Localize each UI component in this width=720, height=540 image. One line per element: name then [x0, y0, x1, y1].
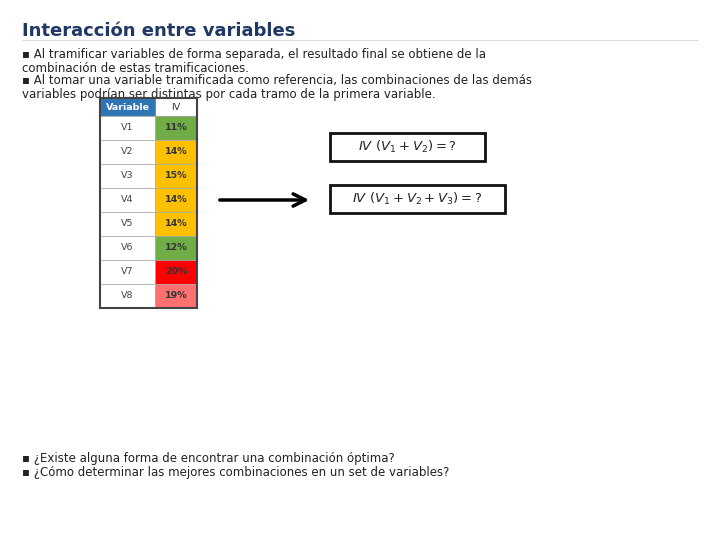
Bar — [155, 116, 197, 140]
Bar — [155, 164, 197, 188]
Text: ▪ Al tramificar variables de forma separada, el resultado final se obtiene de la: ▪ Al tramificar variables de forma separ… — [22, 48, 486, 61]
Text: 14%: 14% — [165, 195, 187, 205]
Text: V3: V3 — [121, 172, 134, 180]
Bar — [155, 140, 197, 164]
Text: $IV\ (V_1 + V_2 + V_3) = ?$: $IV\ (V_1 + V_2 + V_3) = ?$ — [352, 191, 482, 207]
Text: $IV\ (V_1 + V_2) = ?$: $IV\ (V_1 + V_2) = ?$ — [358, 139, 457, 155]
Text: 14%: 14% — [165, 219, 187, 228]
Bar — [155, 188, 197, 212]
Text: V8: V8 — [121, 292, 134, 300]
Text: V1: V1 — [121, 124, 134, 132]
Text: V6: V6 — [121, 244, 134, 253]
Bar — [100, 236, 155, 260]
Bar — [100, 284, 155, 308]
Bar — [100, 98, 197, 308]
Bar — [330, 133, 485, 161]
Text: V4: V4 — [121, 195, 134, 205]
Text: V5: V5 — [121, 219, 134, 228]
Text: Variable: Variable — [106, 103, 150, 111]
Bar — [155, 260, 197, 284]
Text: combinación de estas tramificaciones.: combinación de estas tramificaciones. — [22, 62, 249, 75]
Text: ▪ Al tomar una variable tramificada como referencia, las combinaciones de las de: ▪ Al tomar una variable tramificada como… — [22, 74, 532, 87]
Text: ▪ ¿Existe alguna forma de encontrar una combinación óptima?: ▪ ¿Existe alguna forma de encontrar una … — [22, 452, 395, 465]
Text: 12%: 12% — [165, 244, 187, 253]
Bar — [100, 98, 155, 116]
Text: ▪ ¿Cómo determinar las mejores combinaciones en un set de variables?: ▪ ¿Cómo determinar las mejores combinaci… — [22, 466, 449, 479]
Bar — [100, 140, 155, 164]
Bar — [330, 185, 505, 213]
Text: 14%: 14% — [165, 147, 187, 157]
Text: variables podrían ser distintas por cada tramo de la primera variable.: variables podrían ser distintas por cada… — [22, 88, 436, 101]
Bar — [100, 260, 155, 284]
Text: Interacción entre variables: Interacción entre variables — [22, 22, 295, 40]
Bar — [155, 236, 197, 260]
Text: 20%: 20% — [165, 267, 187, 276]
Text: 15%: 15% — [165, 172, 187, 180]
Text: V7: V7 — [121, 267, 134, 276]
Text: V2: V2 — [121, 147, 134, 157]
Bar — [100, 212, 155, 236]
Bar — [155, 212, 197, 236]
Bar — [155, 98, 197, 116]
Text: 19%: 19% — [165, 292, 187, 300]
Bar — [155, 284, 197, 308]
Bar — [100, 164, 155, 188]
Text: IV: IV — [171, 103, 181, 111]
Bar — [100, 116, 155, 140]
Text: 11%: 11% — [165, 124, 187, 132]
Bar — [100, 188, 155, 212]
